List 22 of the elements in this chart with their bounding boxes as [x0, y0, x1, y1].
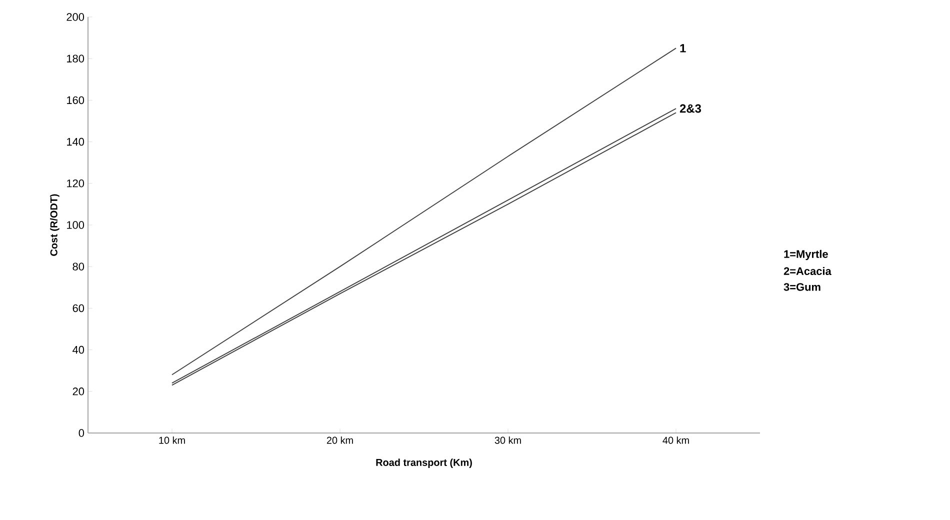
y-tick-label: 140 [67, 138, 84, 146]
y-tick-label: 100 [67, 221, 84, 229]
y-tick-label: 40 [72, 346, 84, 354]
y-tick-label: 180 [67, 54, 84, 62]
x-axis-title: Road transport (Km) [376, 458, 472, 468]
y-tick-label: 80 [72, 262, 84, 270]
annotation: 2&3 [680, 104, 702, 113]
x-tick-label: 10 km [159, 436, 185, 444]
text: 1=Myrtle [784, 250, 828, 260]
y-tick-label: 0 [78, 429, 84, 437]
y-tick-label: 20 [72, 388, 84, 396]
y-tick-label: 160 [67, 96, 84, 104]
x-tick-label: 30 km [494, 436, 521, 444]
y-tick-label: 200 [66, 13, 84, 21]
x-tick-label: 40 km [662, 436, 689, 444]
text: 3=Gum [784, 283, 820, 291]
annotation: 1 [680, 44, 686, 52]
x-tick-label: 20 km [326, 436, 353, 444]
y-axis-title: Cost (R/ODT) [50, 194, 60, 256]
text: 2=Acacia [784, 266, 832, 276]
y-tick-label: 60 [72, 304, 84, 312]
y-tick-label: 120 [67, 180, 84, 188]
